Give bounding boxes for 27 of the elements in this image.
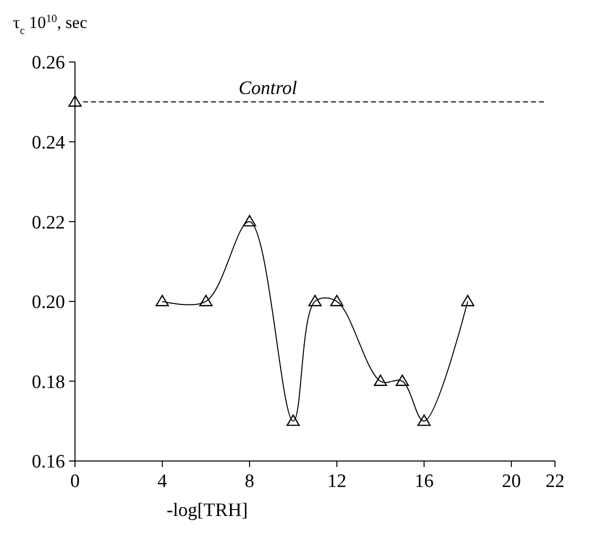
x-tick-label: 4 — [158, 471, 168, 492]
point — [461, 294, 474, 306]
point — [286, 414, 300, 426]
point — [308, 294, 322, 306]
point — [68, 95, 82, 107]
x-tick-label: 16 — [414, 471, 434, 492]
y-tick-label: 0.16 — [32, 452, 65, 473]
y-tick-label: 0.26 — [32, 52, 65, 74]
x-tick-label: 20 — [502, 471, 521, 492]
point — [242, 215, 256, 226]
x-tick-label: 12 — [327, 471, 346, 492]
x-tick-label: 0 — [70, 471, 80, 492]
point — [156, 294, 169, 306]
x-tick-label: 8 — [244, 471, 254, 492]
y-axis-title: τ$_{c}$ 10$^{10}$, sec — [13, 13, 88, 37]
x-tick-label: 22 — [546, 471, 564, 492]
y-tick-label: 0.20 — [32, 292, 65, 314]
point — [374, 374, 388, 386]
y-tick-label: 0.24 — [32, 132, 66, 154]
y-tick-label: 0.22 — [32, 212, 65, 234]
point — [417, 414, 431, 426]
y-tick-label: 0.18 — [32, 372, 65, 393]
point — [199, 294, 213, 306]
x-axis-title: -log[TRH] — [166, 500, 248, 521]
point — [396, 374, 409, 386]
point — [330, 294, 344, 306]
ref-line-label: Control — [238, 78, 298, 99]
